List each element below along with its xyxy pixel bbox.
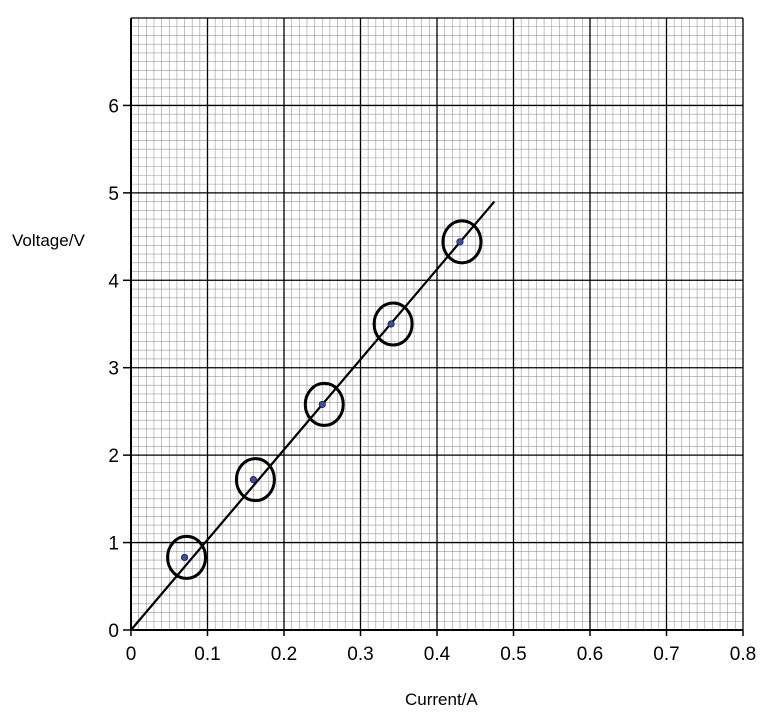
- x-axis-label: Current/A: [405, 690, 478, 709]
- x-tick-label: 0.5: [500, 644, 526, 665]
- x-tick-label: 0: [126, 644, 137, 665]
- point-circle: [234, 457, 276, 503]
- x-tick-label: 0.1: [194, 644, 220, 665]
- y-tick-label: 2: [108, 446, 119, 467]
- x-tick-label: 0.7: [653, 644, 679, 665]
- data-point: [180, 553, 189, 562]
- best-fit-line: [130, 200, 496, 631]
- y-tick-label: 5: [108, 184, 119, 205]
- x-tick-label: 0.8: [730, 644, 756, 665]
- data-point: [318, 400, 326, 409]
- point-circle: [166, 534, 208, 580]
- y-tick-label: 3: [108, 359, 119, 380]
- y-tick-label: 1: [108, 534, 119, 555]
- point-circle: [303, 381, 345, 427]
- point-circle: [441, 219, 483, 265]
- y-tick-label: 6: [108, 96, 119, 117]
- y-tick-label: 4: [108, 271, 119, 292]
- x-tick-label: 0.2: [271, 644, 297, 665]
- x-tick-label: 0.4: [424, 644, 451, 665]
- data-point: [249, 476, 257, 484]
- y-axis-label: Voltage/V: [12, 231, 85, 250]
- point-circle: [372, 301, 414, 347]
- x-tick-label: 0.6: [577, 644, 603, 665]
- y-tick-label: 0: [108, 621, 119, 642]
- data-point: [387, 320, 395, 328]
- data-point: [456, 238, 464, 246]
- x-tick-label: 0.3: [347, 644, 373, 665]
